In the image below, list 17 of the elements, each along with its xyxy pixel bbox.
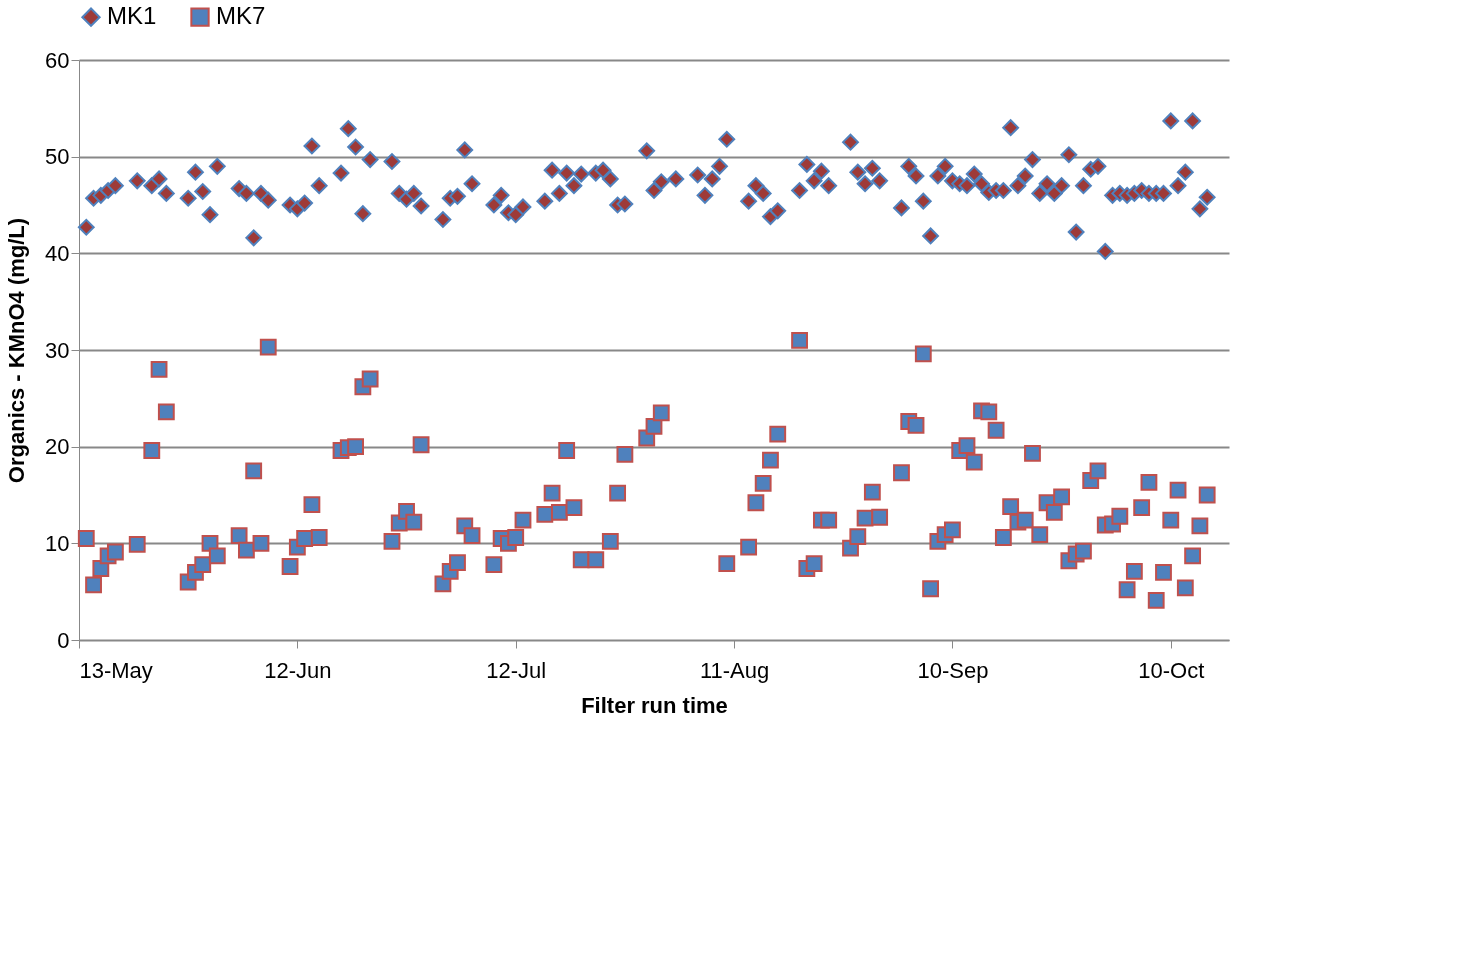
y-tick-label: 0 <box>57 627 70 653</box>
x-axis-title: Filter run time <box>581 692 728 718</box>
x-tick-label: 12-Jun <box>264 657 332 683</box>
x-tick-label: 13-May <box>79 657 153 683</box>
x-tick-label: 12-Jul <box>486 657 547 683</box>
x-tick-label: 10-Oct <box>1138 657 1205 683</box>
y-tick-label: 60 <box>45 47 70 73</box>
legend-label: MK7 <box>216 2 266 30</box>
y-tick-label: 20 <box>45 434 70 460</box>
x-tick-label: 11-Aug <box>699 657 770 683</box>
x-tick-label: 10-Sep <box>917 657 989 683</box>
y-tick-label: 10 <box>45 530 70 556</box>
y-axis-title: Organics - KMnO4 (mg/L) <box>4 217 30 484</box>
legend-label: MK1 <box>107 2 157 30</box>
y-tick-label: 40 <box>45 240 70 266</box>
y-tick-label: 50 <box>45 144 70 170</box>
y-tick-label: 30 <box>45 337 70 363</box>
